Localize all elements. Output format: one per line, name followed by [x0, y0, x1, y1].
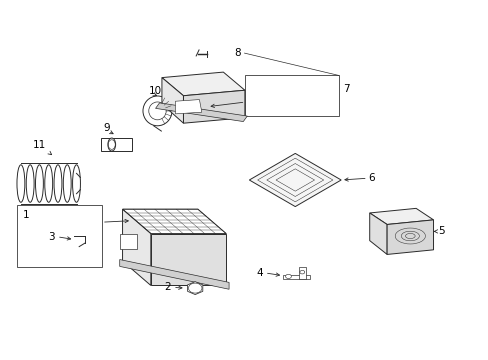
Polygon shape — [162, 78, 183, 123]
Text: 10: 10 — [148, 86, 162, 96]
Polygon shape — [175, 100, 202, 114]
Bar — [245, 76, 338, 116]
Bar — [17, 205, 102, 267]
Polygon shape — [155, 103, 247, 122]
Text: 3: 3 — [48, 232, 55, 242]
Polygon shape — [120, 260, 228, 289]
Text: 4: 4 — [256, 268, 263, 278]
Polygon shape — [369, 213, 386, 255]
Text: 6: 6 — [367, 173, 374, 183]
Text: 2: 2 — [164, 282, 171, 292]
Polygon shape — [187, 282, 203, 294]
Bar — [283, 275, 309, 279]
Polygon shape — [122, 209, 150, 285]
Circle shape — [285, 274, 291, 279]
Text: 5: 5 — [437, 226, 444, 237]
Polygon shape — [369, 208, 433, 225]
Polygon shape — [249, 153, 341, 207]
Ellipse shape — [148, 102, 166, 120]
Polygon shape — [183, 90, 244, 123]
Ellipse shape — [142, 96, 172, 126]
Text: 11: 11 — [32, 140, 45, 150]
Bar — [299, 267, 305, 279]
Polygon shape — [162, 72, 244, 96]
Polygon shape — [120, 234, 137, 249]
Polygon shape — [386, 220, 433, 255]
Text: 7: 7 — [343, 84, 349, 94]
Text: 8: 8 — [233, 48, 240, 58]
Bar — [101, 138, 132, 151]
Polygon shape — [122, 209, 226, 234]
Ellipse shape — [108, 138, 115, 151]
Polygon shape — [150, 234, 226, 285]
Circle shape — [299, 270, 304, 274]
Text: 1: 1 — [23, 210, 30, 220]
Text: 9: 9 — [103, 122, 110, 132]
